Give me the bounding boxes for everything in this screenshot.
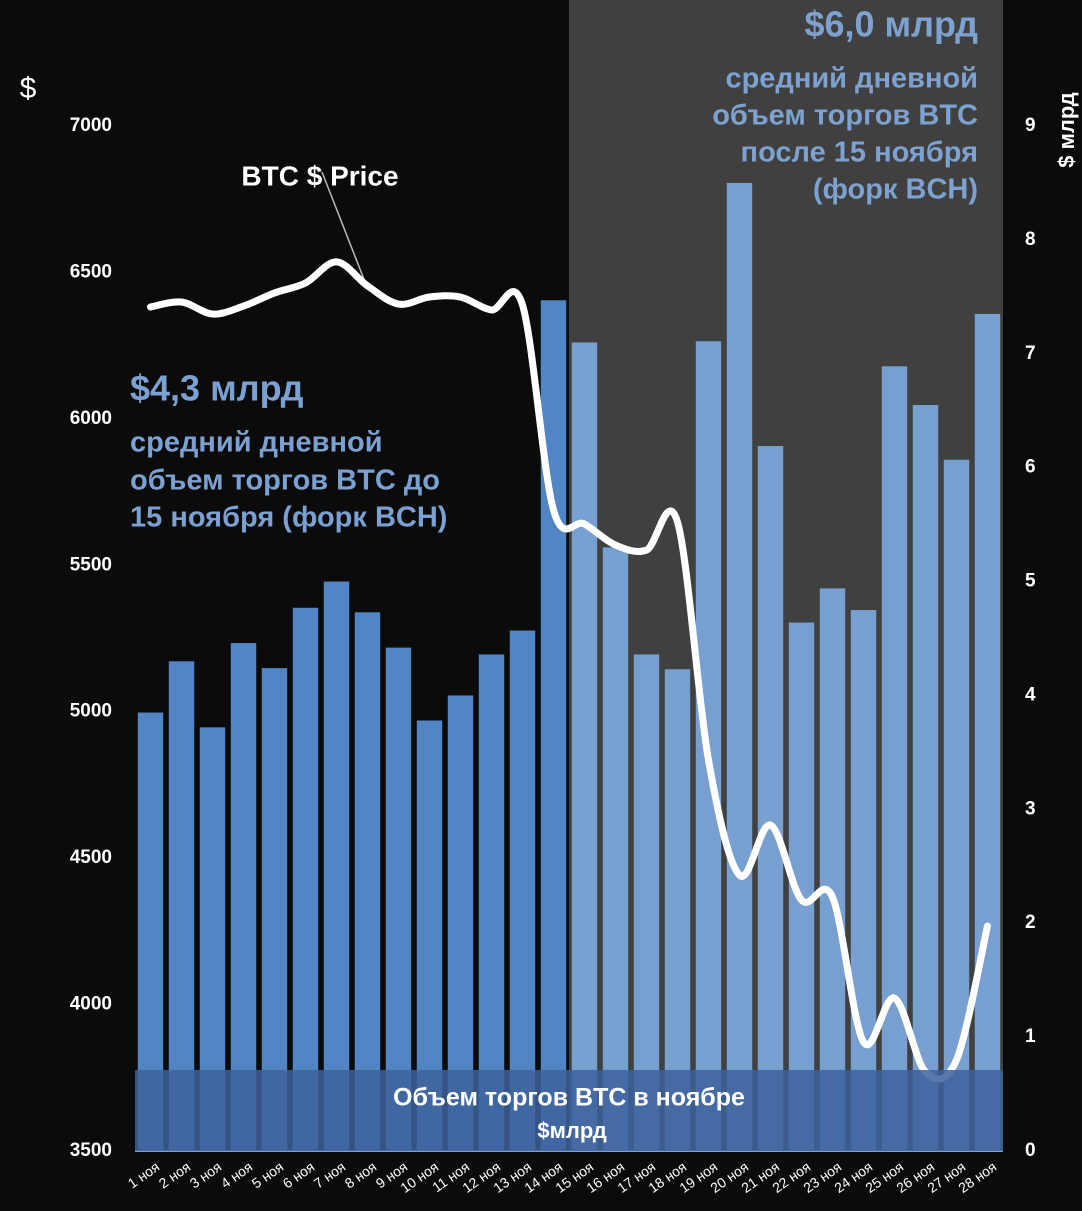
after-text: после 15 ноября (741, 137, 978, 169)
bar (571, 342, 598, 1151)
y2-tick-label: 4 (1025, 684, 1036, 705)
y-tick-label: 6500 (70, 261, 112, 282)
bar (168, 661, 195, 1151)
y-tick-label: 7000 (70, 115, 112, 136)
leader-line (321, 171, 368, 288)
y2-axis-label: $ млрд (1054, 92, 1079, 167)
bar (633, 654, 660, 1151)
bar (912, 405, 939, 1151)
volume-band (135, 1070, 1003, 1151)
bar (850, 610, 877, 1151)
y-tick-label: 4000 (70, 994, 112, 1015)
before-text: средний дневной (130, 427, 383, 459)
after-text: объем торгов BTC (712, 100, 978, 132)
bar (757, 446, 784, 1151)
bar (602, 547, 629, 1151)
volume-title: Объем торгов BTC в ноябре (393, 1084, 745, 1112)
y2-tick-label: 7 (1025, 343, 1036, 364)
y2-tick-label: 6 (1025, 457, 1036, 478)
bar (230, 643, 257, 1151)
price-line (147, 258, 991, 1083)
after-value: $6,0 млрд (804, 4, 978, 45)
y-tick-label: 5500 (70, 554, 112, 575)
bar (478, 654, 505, 1151)
bar (819, 588, 846, 1151)
price-label: BTC $ Price (241, 160, 398, 191)
y-tick-label: 3500 (70, 1140, 112, 1161)
y-tick-label: 4500 (70, 847, 112, 868)
bar (509, 630, 536, 1151)
bar (881, 366, 908, 1151)
bar (540, 300, 567, 1151)
y2-tick-label: 8 (1025, 229, 1036, 250)
before-value: $4,3 млрд (130, 368, 304, 409)
bar (726, 182, 753, 1151)
y2-tick-label: 2 (1025, 912, 1036, 933)
y2-tick-label: 3 (1025, 798, 1036, 819)
before-text: объем торгов BTC до (130, 465, 440, 497)
bar (354, 612, 381, 1151)
y2-tick-label: 1 (1025, 1026, 1036, 1047)
after-text: средний дневной (725, 63, 978, 95)
y2-tick-label: 0 (1025, 1140, 1036, 1161)
y2-tick-label: 9 (1025, 115, 1036, 136)
bar (943, 459, 970, 1151)
y-axis-label: $ (20, 72, 37, 105)
after-text: (форк BCH) (813, 174, 978, 206)
bar (323, 581, 350, 1151)
before-text: 15 ноября (форк BCH) (130, 502, 447, 534)
bar (292, 607, 319, 1151)
y2-tick-label: 5 (1025, 571, 1036, 592)
volume-unit: $млрд (537, 1118, 606, 1143)
y-tick-label: 5000 (70, 701, 112, 722)
y-tick-label: 6000 (70, 408, 112, 429)
bar (385, 647, 412, 1151)
bar (974, 313, 1001, 1152)
